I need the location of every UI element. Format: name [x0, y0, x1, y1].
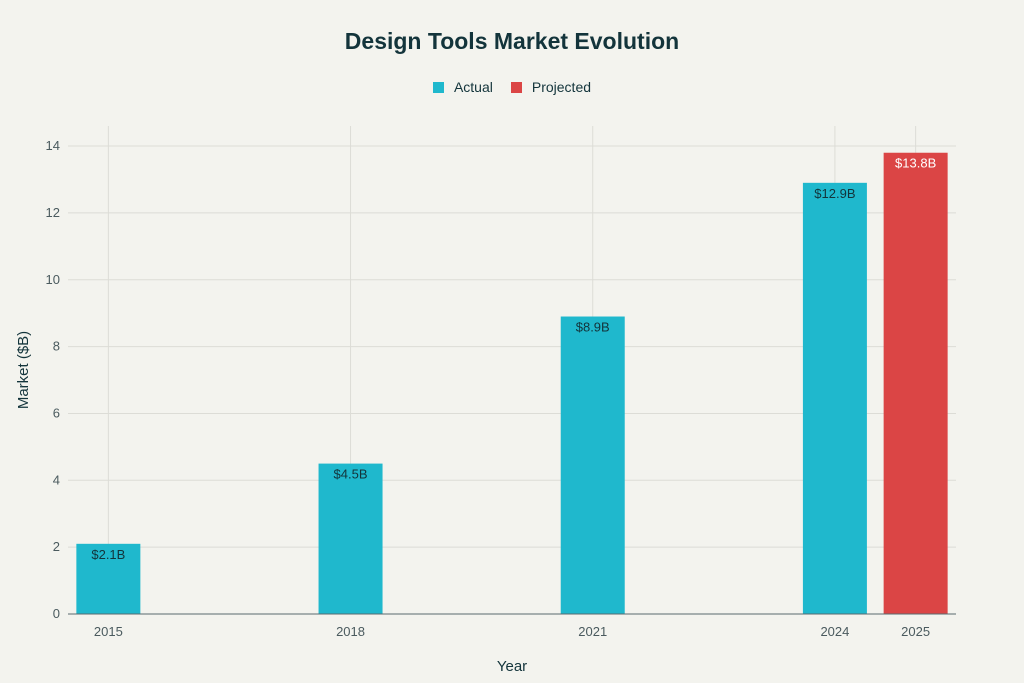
x-tick-label: 2018 — [336, 624, 365, 639]
bar — [883, 152, 948, 614]
y-tick-label: 8 — [53, 339, 60, 354]
bar-data-label: $8.9B — [576, 320, 610, 335]
bar-data-label: $13.8B — [895, 156, 936, 171]
legend: Actual Projected — [0, 79, 1024, 95]
legend-entry-actual[interactable]: Actual — [432, 79, 493, 95]
bar — [802, 182, 867, 615]
legend-entry-projected[interactable]: Projected — [510, 79, 592, 95]
x-tick-label: 2021 — [578, 624, 607, 639]
y-tick-label: 2 — [53, 539, 60, 554]
bar-data-label: $4.5B — [334, 467, 368, 482]
chart-title: Design Tools Market Evolution — [344, 28, 680, 54]
legend-swatch-actual — [432, 81, 444, 93]
bar — [560, 316, 625, 614]
y-tick-label: 0 — [53, 606, 60, 621]
legend-swatch-projected — [510, 81, 522, 93]
legend-label-projected: Projected — [531, 79, 592, 95]
y-axis-title: Market ($B) — [15, 331, 32, 409]
bar-data-label: $12.9B — [814, 186, 855, 201]
x-tick-label: 2024 — [820, 624, 849, 639]
x-tick-label: 2025 — [901, 624, 930, 639]
x-tick-label: 2015 — [94, 624, 123, 639]
y-tick-label: 6 — [53, 405, 60, 420]
y-tick-label: 12 — [46, 205, 60, 220]
bar — [318, 463, 383, 614]
y-tick-label: 4 — [53, 472, 60, 487]
legend-label-actual: Actual — [453, 79, 493, 95]
y-tick-label: 14 — [46, 138, 60, 153]
bar-data-label: $2.1B — [91, 547, 125, 562]
y-tick-label: 10 — [46, 272, 60, 287]
bar — [76, 543, 141, 614]
x-axis-title: Year — [497, 658, 527, 675]
